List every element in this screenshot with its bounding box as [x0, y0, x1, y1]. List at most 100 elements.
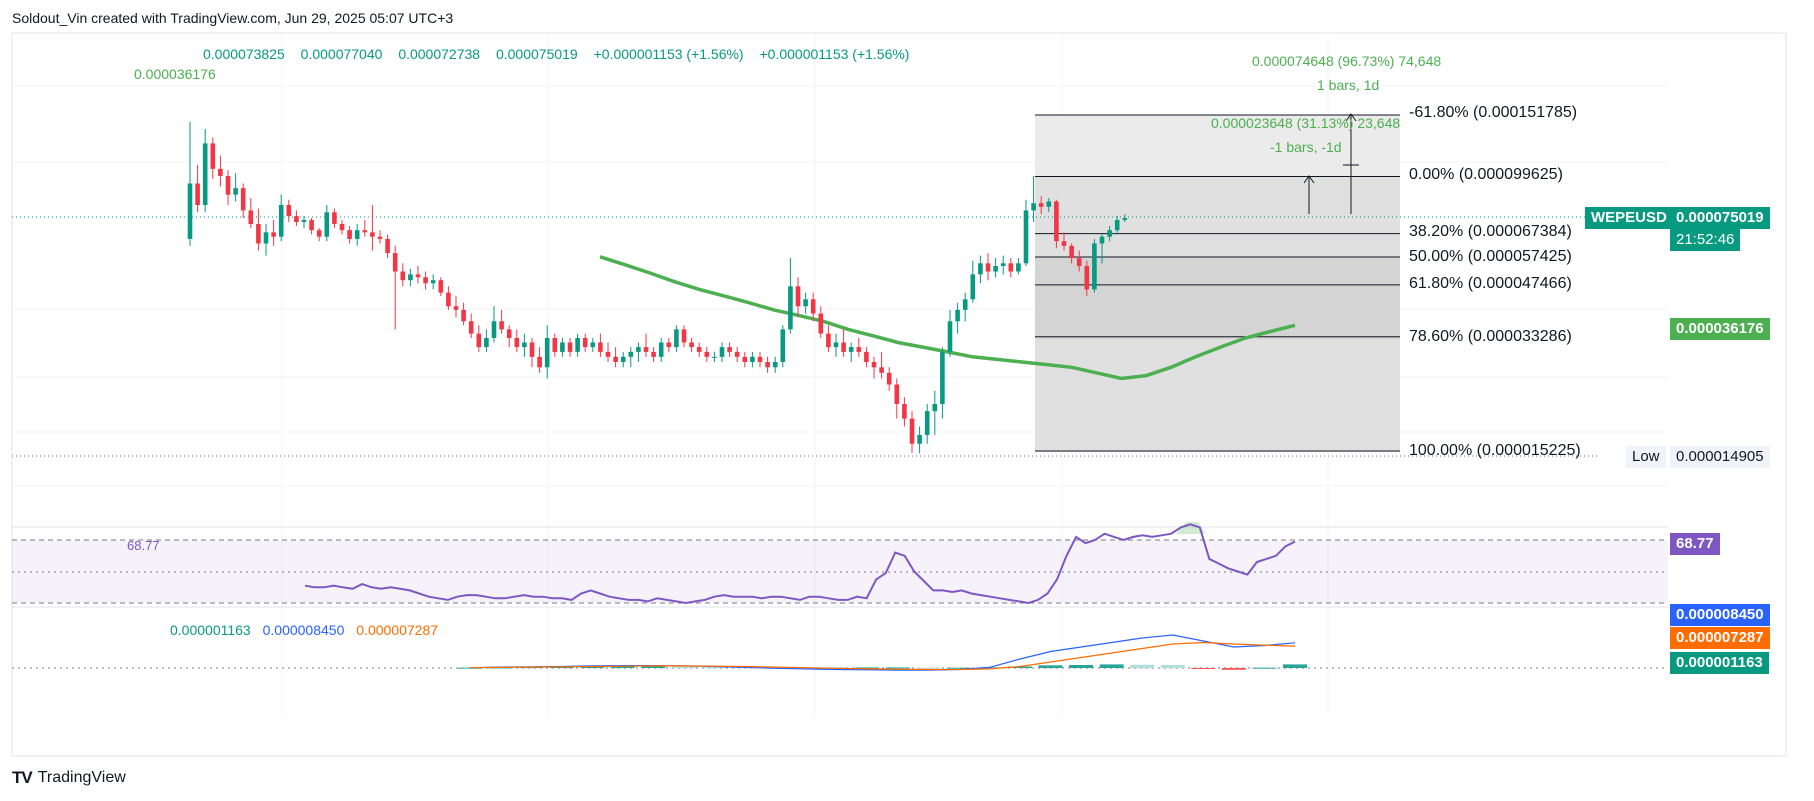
candle-body: [902, 404, 907, 419]
candle-body: [582, 337, 588, 348]
macd-hist-bar: [671, 666, 696, 668]
candle-body: [537, 356, 542, 368]
candle-body: [1107, 230, 1112, 237]
candle-body: [1038, 203, 1044, 207]
candle-body: [225, 175, 231, 195]
macd-hist-value: 0.000001163: [170, 622, 251, 638]
candle-body: [347, 230, 352, 239]
ma-price-tag: 0.000036176: [1670, 318, 1770, 340]
candle-body: [309, 219, 314, 231]
ohlc-low: 0.000072738: [398, 46, 481, 62]
candle-body: [195, 183, 200, 205]
candle-body: [575, 337, 580, 352]
candle-body: [324, 212, 330, 237]
candle-body: [727, 347, 732, 352]
candle-body: [955, 309, 960, 322]
candle-body: [704, 351, 710, 357]
candle-body: [362, 230, 368, 233]
candle-body: [864, 351, 869, 362]
candle-body: [681, 329, 687, 343]
candle-body: [233, 188, 238, 195]
high-price-label: 0.000036176: [134, 66, 216, 82]
measure-arrowhead-short: [1303, 175, 1315, 184]
candle-body: [286, 204, 292, 217]
rsi-value-label: 68.77: [127, 538, 160, 553]
candle-body: [400, 271, 406, 281]
candle-body: [993, 266, 998, 272]
fib-label-0: 0.00% (0.000099625): [1409, 166, 1563, 183]
macd-hist-bar: [1038, 665, 1063, 668]
macd-hist-bar: [1160, 665, 1185, 668]
ohlc-legend: 0.000073825 0.000077040 0.000072738 0.00…: [203, 46, 921, 62]
candle-body: [522, 342, 527, 348]
candle-body: [962, 299, 968, 310]
candle-body: [856, 347, 862, 352]
candle-body: [932, 404, 938, 412]
macd-hist-bar: [1252, 667, 1277, 669]
macd-line-tag: 0.000008450: [1670, 604, 1770, 626]
macd-hist-bar: [1069, 665, 1094, 668]
candle-body: [1008, 263, 1014, 272]
candle-body: [598, 342, 603, 352]
candle-body: [1054, 201, 1059, 242]
candle-body: [917, 434, 922, 444]
candle-body: [712, 356, 717, 358]
candle-body: [978, 263, 983, 275]
candle-body: [1061, 241, 1067, 246]
symbol-tag: WEPEUSD: [1585, 207, 1673, 229]
macd-hist-bar: [855, 667, 880, 669]
candle-body: [415, 274, 421, 278]
macd-hist-bar: [1008, 666, 1032, 668]
candle-body: [506, 329, 512, 338]
tradingview-logo-icon: TV: [12, 768, 33, 787]
macd-signal-tag: 0.000007287: [1670, 627, 1770, 649]
macd-hist-bar: [610, 666, 635, 668]
fib-label-78-6: 78.60% (0.000033286): [1409, 328, 1572, 345]
low-price-tag: 0.000014905: [1670, 446, 1770, 468]
macd-hist-bar: [1099, 664, 1124, 668]
macd-signal-line: [469, 641, 1296, 671]
candle-body: [438, 280, 444, 293]
macd-signal-value: 0.000007287: [356, 622, 439, 638]
macd-hist-bar: [885, 667, 910, 669]
candle-body: [772, 361, 778, 368]
candle-body: [658, 342, 664, 357]
candle-body: [970, 274, 976, 300]
measure-label-mid-2: -1 bars, -1d: [1270, 139, 1342, 155]
candle-body: [514, 337, 520, 348]
candle-body: [924, 411, 930, 435]
candle-body: [453, 306, 459, 310]
candle-body: [1076, 258, 1082, 267]
candle-body: [841, 342, 846, 352]
candle-body: [1099, 236, 1105, 244]
measure-arrowhead-long: [1345, 113, 1357, 122]
candle-body: [765, 361, 770, 368]
candle-body: [734, 351, 740, 357]
candle-body: [742, 356, 748, 362]
chart-attribution: Soldout_Vin created with TradingView.com…: [12, 10, 454, 26]
candle-body: [263, 232, 269, 244]
countdown-tag: 21:52:46: [1670, 229, 1741, 251]
candle-body: [385, 238, 390, 254]
ohlc-close: 0.000075019: [495, 46, 578, 62]
candle-body: [210, 143, 216, 169]
candle-body: [316, 230, 322, 237]
candle-body: [719, 347, 725, 357]
candle-body: [468, 321, 474, 334]
candle-body: [301, 219, 307, 222]
candle-body: [803, 299, 808, 307]
fib-zone-golden: [1035, 257, 1400, 339]
candle-body: [339, 223, 345, 231]
candle-body: [871, 361, 877, 368]
fib-label-38-2: 38.20% (0.000067384): [1409, 223, 1572, 240]
fib-label-100: 100.00% (0.000015225): [1409, 442, 1581, 459]
candle-body: [613, 356, 618, 362]
candle-body: [651, 351, 656, 357]
candle-body: [848, 347, 854, 352]
candle-body: [810, 299, 816, 314]
candle-body: [461, 309, 466, 322]
candle-body: [833, 342, 839, 348]
candle-body: [886, 372, 892, 385]
candle-body: [1000, 263, 1006, 267]
